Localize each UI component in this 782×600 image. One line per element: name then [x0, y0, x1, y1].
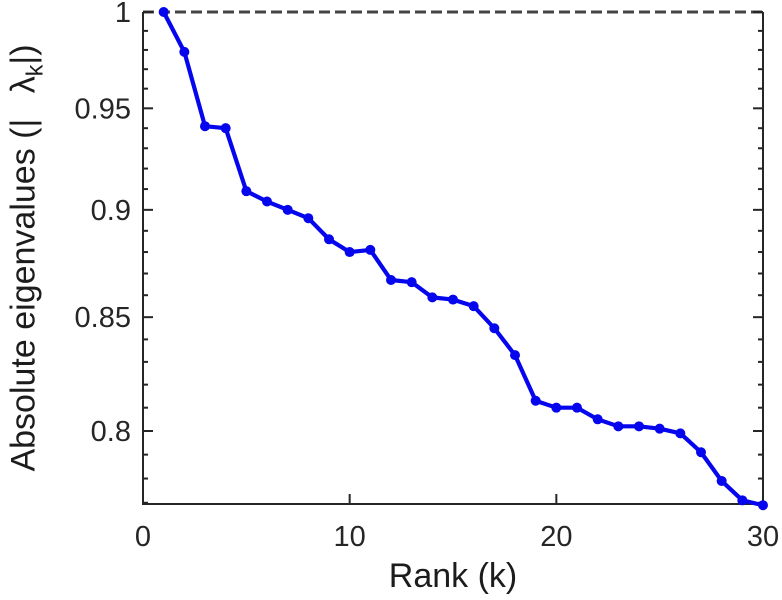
data-point-marker	[675, 428, 686, 439]
data-point-marker	[613, 421, 624, 432]
data-point-marker	[386, 274, 396, 285]
y-axis-label-prefix: Absolute eigenvalues (|	[4, 118, 43, 472]
data-point-marker	[365, 244, 376, 255]
x-axis-label-text: Rank (k)	[388, 557, 518, 595]
data-point-marker	[406, 277, 417, 288]
data-point-marker	[179, 46, 190, 57]
data-point-marker	[262, 196, 272, 207]
data-point-marker	[634, 421, 644, 432]
data-point-marker	[551, 402, 562, 413]
y-tick-label: 0.85	[75, 302, 131, 334]
data-point-marker	[427, 292, 438, 303]
data-point-marker	[592, 414, 603, 425]
lambda-subscript: k	[21, 64, 48, 77]
data-point-marker	[158, 7, 169, 17]
lambda-symbol: λ	[4, 76, 43, 94]
x-axis-label: Rank (k)	[143, 558, 763, 594]
data-point-marker	[489, 323, 500, 334]
data-point-marker	[530, 395, 541, 406]
y-tick-label: 0.9	[91, 195, 131, 227]
data-point-marker	[200, 121, 210, 132]
y-tick-label: 0.8	[91, 416, 131, 448]
data-point-marker	[324, 234, 334, 245]
data-point-marker	[468, 301, 479, 312]
x-tick-label: 20	[540, 521, 572, 553]
data-point-marker	[654, 423, 665, 434]
y-tick-label: 0.95	[75, 93, 131, 125]
y-axis-label: Absolute eigenvalues (| λk|)	[4, 44, 48, 472]
data-point-marker	[572, 402, 582, 413]
data-point-marker	[716, 475, 727, 486]
data-point-marker	[282, 204, 293, 215]
data-point-marker	[344, 247, 355, 258]
data-point-marker	[737, 495, 748, 506]
data-point-marker	[241, 186, 252, 197]
x-tick-label: 30	[747, 521, 779, 553]
data-point-marker	[510, 350, 520, 361]
x-tick-label: 0	[135, 521, 151, 553]
data-point-marker	[448, 294, 458, 305]
eigenvalue-line	[161, 9, 766, 508]
data-point-marker	[303, 213, 314, 224]
y-tick-label: 1	[115, 0, 131, 29]
data-point-marker	[696, 447, 706, 458]
y-axis-label-suffix: |)	[4, 44, 43, 65]
data-point-marker	[220, 123, 231, 134]
x-tick-label: 10	[334, 521, 366, 553]
data-point-marker	[758, 500, 768, 511]
